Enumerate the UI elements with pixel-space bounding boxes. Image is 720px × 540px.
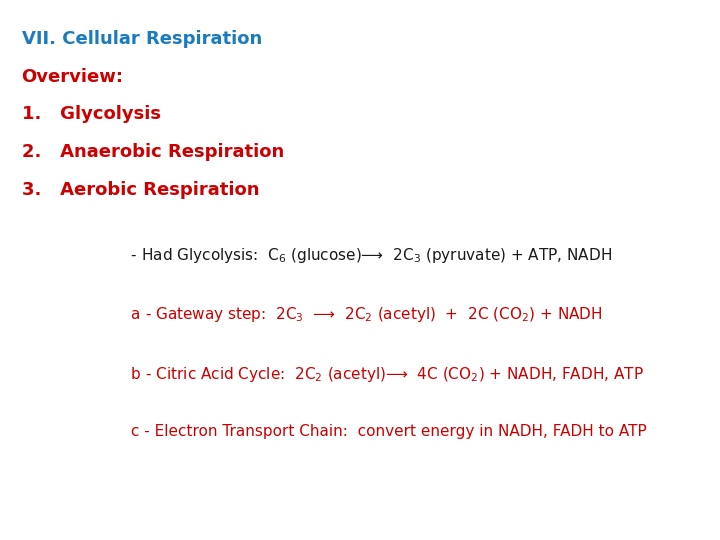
Text: 1.   Glycolysis: 1. Glycolysis: [22, 105, 161, 123]
Text: b - Citric Acid Cycle:  $\mathregular{2C_2}$ (acetyl)⟶  4C ($\mathregular{CO_2}$: b - Citric Acid Cycle: $\mathregular{2C_…: [126, 364, 644, 383]
Text: a - Gateway step:  $\mathregular{2C_3}$  ⟶  $\mathregular{2C_2}$ (acetyl)  +  2C: a - Gateway step: $\mathregular{2C_3}$ ⟶…: [126, 305, 603, 324]
Text: 2.   Anaerobic Respiration: 2. Anaerobic Respiration: [22, 143, 284, 161]
Text: VII. Cellular Respiration: VII. Cellular Respiration: [22, 30, 262, 48]
Text: Overview:: Overview:: [22, 68, 124, 85]
Text: 3.   Aerobic Respiration: 3. Aerobic Respiration: [22, 181, 259, 199]
Text: - Had Glycolysis:  $\mathregular{C_6}$ (glucose)⟶  $\mathregular{2C_3}$ (pyruvat: - Had Glycolysis: $\mathregular{C_6}$ (g…: [126, 246, 612, 265]
Text: c - Electron Transport Chain:  convert energy in NADH, FADH to ATP: c - Electron Transport Chain: convert en…: [126, 424, 647, 439]
